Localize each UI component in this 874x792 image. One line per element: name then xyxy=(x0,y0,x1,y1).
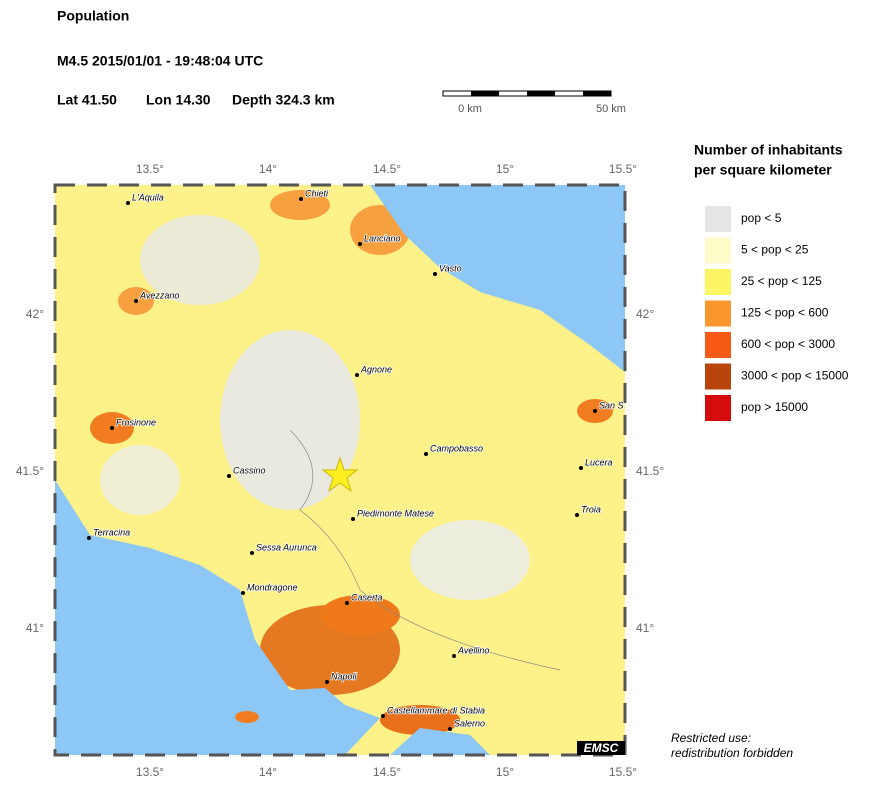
city-dot xyxy=(575,513,579,517)
city-label: Chieti xyxy=(305,188,329,198)
city-dot xyxy=(241,591,245,595)
lon-label: 15° xyxy=(496,765,514,779)
legend-swatch xyxy=(705,206,731,232)
city-dot xyxy=(381,714,385,718)
legend-label: 600 < pop < 3000 xyxy=(741,337,835,351)
city-dot xyxy=(452,654,456,658)
lat-label: 42° xyxy=(26,307,44,321)
lon-label: 13.5° xyxy=(136,765,164,779)
city-label: Piedimonte Matese xyxy=(357,508,434,518)
legend-swatch xyxy=(705,300,731,327)
map-frame xyxy=(53,183,627,757)
lat-label: 41.5° xyxy=(636,464,664,478)
legend-label: pop < 5 xyxy=(741,211,782,225)
lon: Lon 14.30 xyxy=(146,92,211,108)
city-dot xyxy=(424,452,428,456)
city-label: Terracina xyxy=(93,527,130,537)
lat-label: 41.5° xyxy=(16,464,44,478)
lon-label: 14° xyxy=(259,765,277,779)
city-label: Agnone xyxy=(360,364,392,374)
city-label: Vasto xyxy=(439,263,462,273)
city-dot xyxy=(126,201,130,205)
city-dot xyxy=(433,272,437,276)
legend-swatch xyxy=(705,269,731,295)
lat-label: 42° xyxy=(636,307,654,321)
legend-swatch xyxy=(705,237,731,264)
city-dot xyxy=(448,727,452,731)
notice: redistribution forbidden xyxy=(671,746,793,760)
city-label: Cassino xyxy=(233,465,266,475)
legend-swatch xyxy=(705,363,731,390)
city-dot xyxy=(579,466,583,470)
city-dot xyxy=(227,474,231,478)
lon-label: 14.5° xyxy=(373,765,401,779)
city-dot xyxy=(593,409,597,413)
city-label: Mondragone xyxy=(247,582,298,592)
city-dot xyxy=(351,517,355,521)
city-label: Frosinone xyxy=(116,417,156,427)
legend-title: Number of inhabitants xyxy=(694,142,843,158)
city-label: Salerno xyxy=(454,718,485,728)
scale-start: 0 km xyxy=(458,103,482,115)
lon-label: 14.5° xyxy=(373,162,401,176)
badge-bg xyxy=(577,741,625,755)
title: Population xyxy=(57,8,129,24)
legend-label: 5 < pop < 25 xyxy=(741,243,809,257)
city-dot xyxy=(299,197,303,201)
city-label: Caserta xyxy=(351,592,383,602)
city-dot xyxy=(325,680,329,684)
lon-label: 15.5° xyxy=(609,765,637,779)
legend-swatch xyxy=(705,395,731,421)
lat: Lat 41.50 xyxy=(57,92,117,108)
city-label: L'Aquila xyxy=(132,192,164,202)
city-label: San S xyxy=(599,400,624,410)
city-dot xyxy=(134,299,138,303)
city-dot xyxy=(355,373,359,377)
city-dot xyxy=(358,242,362,246)
lon-label: 15.5° xyxy=(609,162,637,176)
legend-label: pop > 15000 xyxy=(741,400,808,414)
city-dot xyxy=(345,601,349,605)
city-label: Napoli xyxy=(331,671,358,681)
city-dot xyxy=(87,536,91,540)
lat-label: 41° xyxy=(26,621,44,635)
scale-end: 50 km xyxy=(596,103,626,115)
legend-swatch xyxy=(705,332,731,358)
city-label: Castellammare di Stabia xyxy=(387,705,485,715)
badge: EMSC xyxy=(584,741,619,755)
city-label: Sessa Aurunca xyxy=(256,542,317,552)
lon-label: 13.5° xyxy=(136,162,164,176)
lat-label: 41° xyxy=(636,621,654,635)
city-label: Troia xyxy=(581,504,601,514)
city-label: Lucera xyxy=(585,457,613,467)
epicenter-star xyxy=(321,456,359,493)
city-dot xyxy=(110,426,114,430)
event: M4.5 2015/01/01 - 19:48:04 UTC xyxy=(57,53,263,69)
legend-title: per square kilometer xyxy=(694,162,832,178)
depth: Depth 324.3 km xyxy=(232,92,335,108)
legend-label: 125 < pop < 600 xyxy=(741,306,829,320)
legend-label: 3000 < pop < 15000 xyxy=(741,369,849,383)
notice: Restricted use: xyxy=(671,731,751,745)
legend-label: 25 < pop < 125 xyxy=(741,274,822,288)
city-label: Lanciano xyxy=(364,233,401,243)
lon-label: 14° xyxy=(259,162,277,176)
lon-label: 15° xyxy=(496,162,514,176)
city-dot xyxy=(250,551,254,555)
scale-bar xyxy=(442,90,612,97)
city-label: Avellino xyxy=(457,645,489,655)
city-label: Campobasso xyxy=(430,443,483,453)
city-label: Avezzano xyxy=(139,290,179,300)
